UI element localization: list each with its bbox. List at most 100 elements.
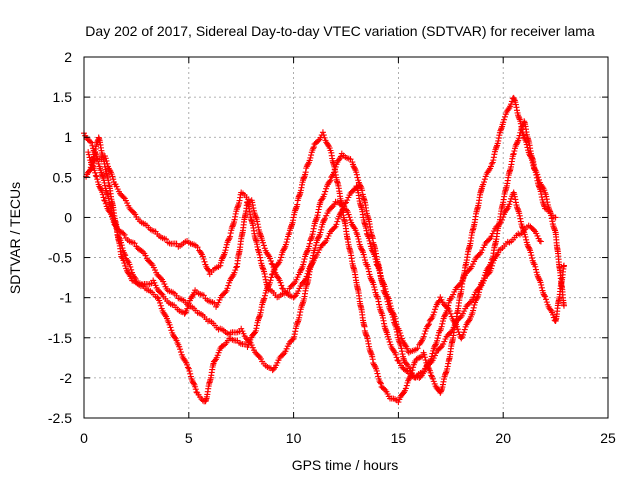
data-point xyxy=(469,261,476,268)
data-point xyxy=(455,329,462,336)
data-point xyxy=(205,267,212,274)
data-point xyxy=(227,230,234,237)
y-tick-label: 0 xyxy=(64,209,72,225)
data-point xyxy=(538,194,545,201)
data-point xyxy=(232,210,239,217)
plot-frame xyxy=(83,56,609,419)
data-point xyxy=(536,237,543,244)
data-point xyxy=(479,247,486,254)
data-point xyxy=(395,399,402,406)
data-point xyxy=(454,326,461,333)
data-point xyxy=(533,174,540,181)
data-point xyxy=(184,305,191,312)
data-point xyxy=(538,284,545,291)
data-point xyxy=(541,292,548,299)
data-point xyxy=(430,378,437,385)
data-point xyxy=(366,237,373,244)
data-point xyxy=(376,301,383,308)
data-point xyxy=(217,262,224,269)
x-tick-label: 15 xyxy=(391,430,407,446)
data-point xyxy=(406,365,413,372)
data-point xyxy=(215,299,222,306)
data-point xyxy=(434,337,441,344)
data-point xyxy=(430,311,437,318)
data-point xyxy=(310,144,317,151)
data-point xyxy=(311,247,318,254)
data-point xyxy=(173,240,180,247)
data-point xyxy=(307,154,314,161)
data-point xyxy=(294,274,301,281)
data-point xyxy=(168,327,175,334)
data-point xyxy=(552,214,559,221)
data-point xyxy=(402,342,409,349)
data-point xyxy=(271,267,278,274)
data-point xyxy=(268,274,275,281)
data-point xyxy=(411,373,418,380)
data-point xyxy=(237,194,244,201)
data-point xyxy=(294,319,301,326)
data-point xyxy=(525,244,532,251)
data-point xyxy=(190,380,197,387)
data-point xyxy=(377,380,384,387)
data-point xyxy=(521,134,528,141)
data-point xyxy=(427,369,434,376)
data-point xyxy=(432,342,439,349)
data-point xyxy=(279,285,286,292)
y-tick-label: -1.5 xyxy=(48,330,72,346)
data-point xyxy=(186,368,193,375)
data-point xyxy=(516,212,523,219)
data-point xyxy=(517,129,524,136)
y-tick-label: 1.5 xyxy=(53,89,73,105)
data-point xyxy=(261,295,268,302)
data-point xyxy=(399,351,406,358)
data-point xyxy=(321,216,328,223)
data-point xyxy=(322,215,329,222)
data-point xyxy=(392,351,399,358)
y-axis-label: SDTVAR / TECUs xyxy=(7,182,23,294)
data-point xyxy=(255,352,262,359)
data-point xyxy=(312,217,319,224)
data-point xyxy=(460,274,467,281)
data-point xyxy=(320,217,327,224)
data-point xyxy=(389,314,396,321)
data-point xyxy=(377,379,384,386)
data-point xyxy=(254,221,261,228)
data-point xyxy=(308,261,315,268)
data-point xyxy=(324,235,331,242)
data-point xyxy=(321,191,328,198)
data-point xyxy=(447,310,454,317)
data-point xyxy=(122,252,129,259)
data-point xyxy=(551,226,558,233)
data-point xyxy=(333,221,340,228)
data-point xyxy=(261,292,268,299)
data-point xyxy=(493,252,500,259)
data-point xyxy=(488,160,495,167)
y-tick-label: -0.5 xyxy=(48,250,72,266)
data-point xyxy=(299,301,306,308)
data-point xyxy=(234,204,241,211)
data-point xyxy=(537,188,544,195)
data-point xyxy=(102,200,109,207)
data-point xyxy=(538,281,545,288)
x-tick-label: 20 xyxy=(495,430,511,446)
data-point xyxy=(522,233,529,240)
data-point xyxy=(171,334,178,341)
data-point xyxy=(267,257,274,264)
data-point xyxy=(280,246,287,253)
data-point xyxy=(444,304,451,311)
data-point xyxy=(315,249,322,256)
data-point xyxy=(560,262,567,269)
data-point xyxy=(373,367,380,374)
data-point xyxy=(211,357,218,364)
data-point xyxy=(184,364,191,371)
data-point xyxy=(489,262,496,269)
data-point xyxy=(267,277,274,284)
data-point xyxy=(367,240,374,247)
data-point xyxy=(319,129,326,136)
data-point xyxy=(355,236,362,243)
data-point xyxy=(304,270,311,277)
data-point xyxy=(488,265,495,272)
data-point xyxy=(307,236,314,243)
data-point xyxy=(537,238,544,245)
data-point xyxy=(346,214,353,221)
